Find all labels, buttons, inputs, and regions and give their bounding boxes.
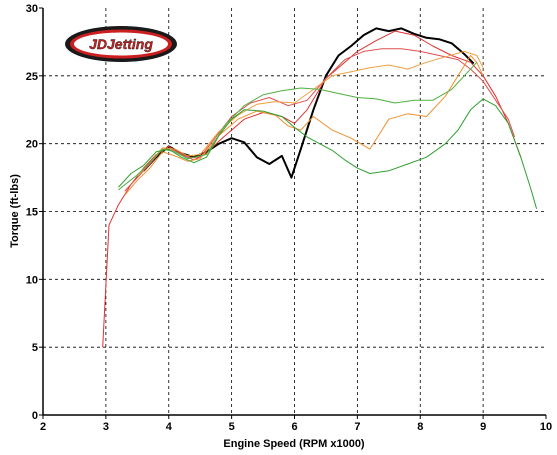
x-tick-label: 6 — [291, 421, 297, 433]
y-axis-label: Torque (ft-lbs) — [9, 174, 21, 248]
series-line-2 — [102, 30, 522, 348]
y-tick-label: 30 — [26, 3, 38, 15]
tick-labels: 2 3 4 5 6 7 8 9 10 0 5 10 15 20 25 30 — [26, 3, 552, 433]
y-tick-label: 25 — [26, 71, 38, 83]
series-line-7 — [118, 61, 478, 191]
y-tick-label: 5 — [32, 342, 38, 354]
series-line-6 — [118, 98, 538, 209]
y-tick-label: 15 — [26, 207, 38, 219]
series-line-4 — [124, 55, 484, 196]
y-tick-label: 20 — [26, 139, 38, 151]
logo-text: JDJetting — [89, 36, 153, 52]
x-tick-label: 2 — [40, 421, 46, 433]
logo-inner — [74, 32, 168, 56]
x-axis-label: Engine Speed (RPM x1000) — [223, 438, 365, 450]
y-tick-label: 10 — [26, 274, 38, 286]
x-tick-label: 9 — [480, 421, 486, 433]
x-tick-label: 5 — [229, 421, 235, 433]
x-tick-label: 7 — [354, 421, 360, 433]
x-tick-label: 4 — [166, 421, 173, 433]
series-lines — [102, 27, 538, 348]
x-tick-label: 10 — [540, 421, 552, 433]
x-tick-label: 3 — [103, 421, 109, 433]
x-tick-label: 8 — [417, 421, 423, 433]
y-tick-label: 0 — [32, 410, 38, 422]
series-line-5 — [136, 50, 484, 177]
logo: JDJetting — [65, 26, 177, 62]
